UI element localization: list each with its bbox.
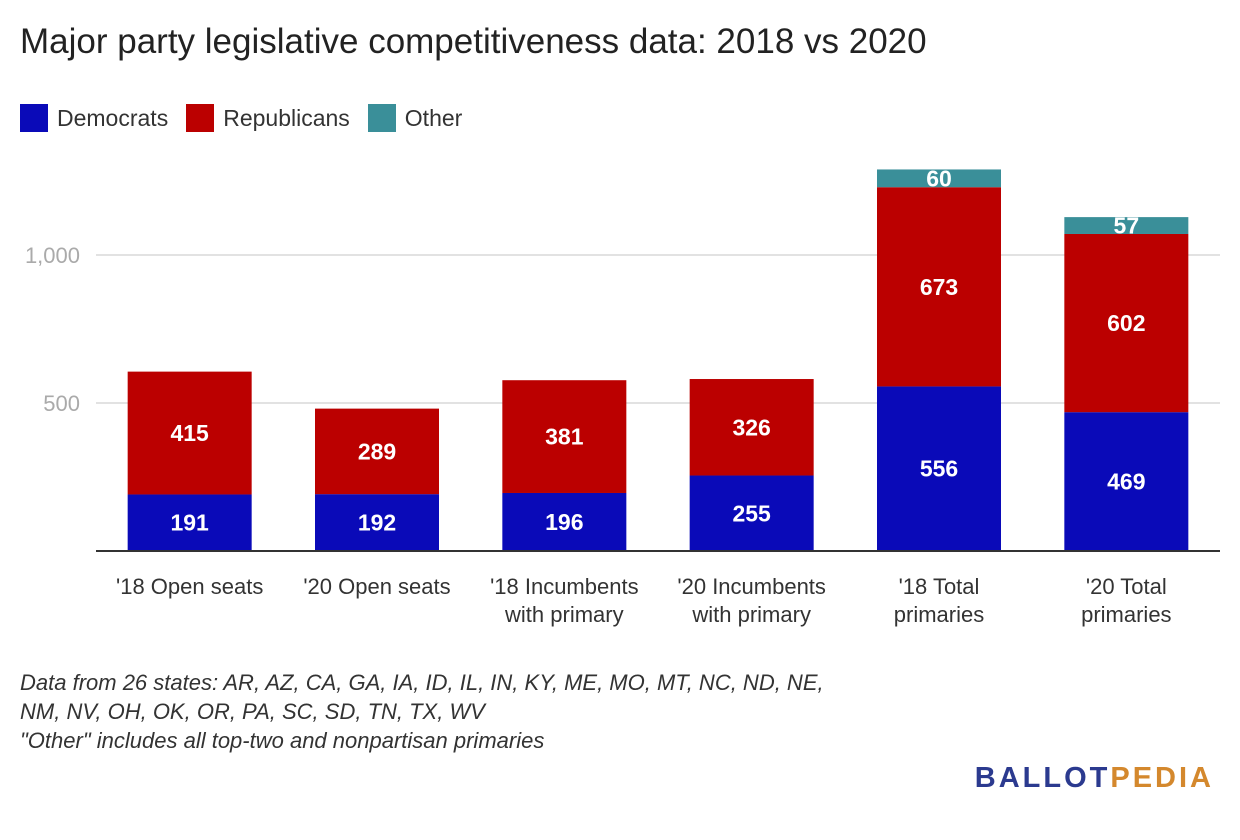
- bar-democrats-0: [127, 494, 252, 551]
- chart-legend: Democrats Republicans Other: [20, 104, 480, 132]
- bar-republicans-5: [1064, 233, 1189, 413]
- bar-democrats-4: [877, 386, 1001, 551]
- data-label-democrats-4: 556: [920, 456, 958, 482]
- x-tick-label-2-1: with primary: [504, 602, 624, 627]
- bar-republicans-3: [689, 379, 814, 476]
- footnote-line-1: Data from 26 states: AR, AZ, CA, GA, IA,…: [20, 670, 824, 695]
- data-label-republicans-1: 289: [358, 438, 396, 464]
- data-label-republicans-4: 673: [920, 274, 958, 300]
- legend-label-democrats: Democrats: [57, 104, 169, 131]
- x-tick-label-4-0: '18 Total: [899, 574, 980, 599]
- x-tick-label-2-0: '18 Incumbents: [490, 574, 639, 599]
- logo-part-ballot: BALLOT: [974, 762, 1111, 794]
- data-label-republicans-2: 381: [545, 424, 584, 450]
- legend-item-other: Other: [367, 104, 463, 132]
- data-label-republicans-5: 602: [1107, 310, 1145, 336]
- legend-item-democrats: Democrats: [20, 104, 168, 132]
- legend-label-republicans: Republicans: [223, 104, 350, 131]
- data-label-other-4: 60: [926, 165, 952, 191]
- data-label-republicans-0: 415: [170, 420, 209, 446]
- bar-other-5: [1064, 217, 1189, 234]
- x-tick-label-3-0: '20 Incumbents: [677, 574, 826, 599]
- data-label-democrats-2: 196: [545, 509, 583, 535]
- x-tick-label-5-1: primaries: [1081, 602, 1171, 627]
- x-tick-label-3-1: with primary: [691, 602, 811, 627]
- logo-part-pedia: PEDIA: [1110, 762, 1214, 794]
- data-label-democrats-1: 192: [358, 510, 396, 536]
- bar-democrats-3: [689, 475, 814, 551]
- x-tick-label-1-0: '20 Open seats: [303, 574, 450, 599]
- bar-other-4: [877, 169, 1001, 188]
- chart-title: Major party legislative competitiveness …: [20, 22, 927, 61]
- legend-item-republicans: Republicans: [186, 104, 350, 132]
- bar-republicans-0: [127, 371, 252, 495]
- ballotpedia-logo: BALLOTPEDIA: [975, 762, 1214, 795]
- x-tick-label-4-1: primaries: [894, 602, 984, 627]
- bar-republicans-2: [502, 380, 627, 493]
- footnote-line-2: NM, NV, OH, OK, OR, PA, SC, SD, TN, TX, …: [20, 699, 485, 724]
- legend-swatch-other: [367, 104, 396, 132]
- legend-label-other: Other: [404, 104, 463, 131]
- legend-swatch-democrats: [20, 104, 48, 132]
- footnote-line-3: "Other" includes all top-two and nonpart…: [20, 728, 545, 753]
- data-label-other-5: 57: [1114, 213, 1140, 239]
- data-label-democrats-5: 469: [1107, 469, 1145, 495]
- x-tick-label-5-0: '20 Total: [1086, 574, 1167, 599]
- stacked-bar-chart: 500 1,000 191 415 '18 Open seats 192 289 '20 Op…: [24, 165, 1220, 627]
- chart-footnote: Data from 26 states: AR, AZ, CA, GA, IA,…: [20, 668, 824, 755]
- legend-swatch-republicans: [186, 104, 215, 132]
- bar-republicans-4: [877, 187, 1001, 387]
- bar-democrats-1: [315, 494, 439, 551]
- y-tick-label-0: 500: [43, 391, 80, 416]
- y-tick-label-1: 1,000: [25, 243, 80, 268]
- bar-republicans-1: [315, 408, 439, 495]
- data-label-republicans-3: 326: [732, 414, 770, 440]
- data-label-democrats-3: 255: [732, 500, 771, 526]
- x-tick-label-0-0: '18 Open seats: [116, 574, 263, 599]
- bar-democrats-2: [502, 492, 627, 551]
- bar-democrats-5: [1064, 412, 1189, 551]
- data-label-democrats-0: 191: [170, 510, 209, 536]
